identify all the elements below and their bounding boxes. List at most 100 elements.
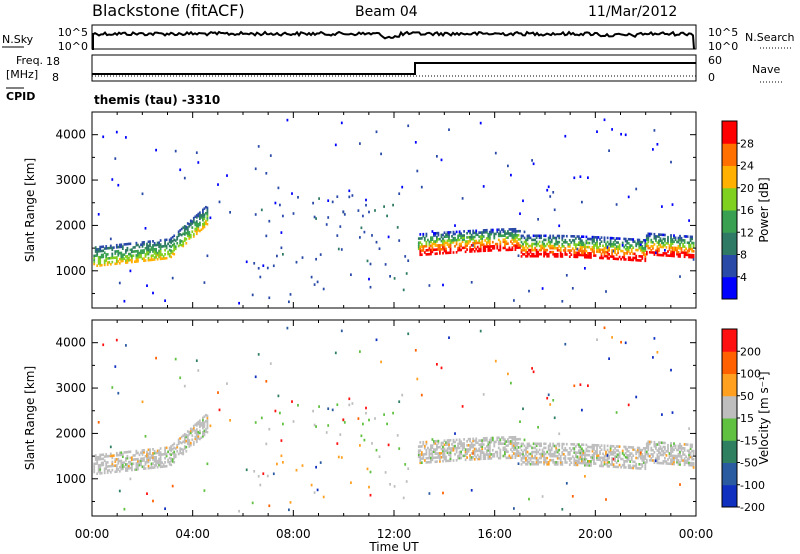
scatter-cell [682, 243, 684, 246]
scatter-cell [602, 244, 604, 248]
scatter-cell [155, 455, 157, 459]
scatter-cell [691, 464, 693, 467]
scatter-cell [442, 451, 444, 455]
scatter-cell [479, 241, 482, 245]
scatter-cell [683, 255, 686, 259]
scatter-cell [496, 228, 499, 232]
scatter-cell [677, 244, 680, 248]
scatter-cell [144, 455, 147, 458]
scatter-cell [174, 239, 177, 242]
colorbar-swatch [722, 329, 737, 352]
scatter-cell [593, 235, 595, 239]
scatter-cell [431, 452, 434, 456]
scatter-cell [585, 241, 588, 245]
scatter-cell [565, 442, 568, 446]
scatter-cell [532, 456, 535, 460]
scatter-cell [658, 451, 660, 455]
scatter-cell [493, 247, 496, 250]
scatter-cell [692, 250, 695, 253]
scatter-cell [479, 235, 482, 238]
scatter-cell [111, 468, 114, 472]
scatter-cell [516, 452, 518, 455]
scatter-cell [689, 253, 692, 257]
scatter-cell [525, 456, 527, 460]
scatter-cell [603, 462, 606, 466]
scatter-cell [485, 439, 488, 442]
scatter-cell [348, 189, 351, 193]
scatter-cell [423, 446, 426, 450]
scatter-cell [520, 452, 523, 456]
scatter-cell [531, 242, 533, 246]
scatter-cell [401, 185, 404, 189]
scatter-cell [582, 241, 585, 245]
scatter-cell [422, 234, 425, 238]
scatter-cell [578, 449, 580, 452]
scatter-cell [129, 450, 132, 454]
scatter-cell [137, 243, 139, 247]
scatter-cell [505, 232, 508, 235]
scatter-cell [645, 452, 648, 456]
scatter-cell [158, 253, 160, 257]
scatter-cell [431, 246, 434, 250]
scatter-cell [639, 451, 642, 455]
scatter-cell [671, 458, 674, 462]
scatter-cell [606, 236, 609, 240]
scatter-cell [571, 495, 574, 498]
scatter-cell [611, 336, 613, 339]
scatter-cell [618, 453, 621, 457]
scatter-cell [659, 447, 662, 451]
scatter-cell [581, 243, 583, 247]
colorbar-swatch [722, 395, 737, 419]
scatter-cell [594, 444, 597, 447]
scatter-cell [683, 453, 686, 456]
scatter-cell [170, 249, 173, 253]
scatter-cell [525, 242, 527, 246]
scatter-cell [559, 253, 562, 256]
scatter-cell [645, 238, 648, 242]
scatter-cell [199, 211, 201, 214]
scatter-cell [182, 448, 185, 452]
scatter-cell [457, 234, 459, 238]
scatter-cell [434, 232, 437, 235]
scatter-cell [511, 236, 514, 239]
scatter-cell [461, 238, 464, 241]
scatter-cell [195, 214, 198, 217]
scatter-cell [199, 421, 201, 424]
scatter-cell [544, 452, 547, 456]
scatter-cell [511, 238, 514, 241]
scatter-cell [596, 246, 598, 249]
scatter-cell [491, 438, 494, 442]
scatter-cell [443, 249, 446, 253]
scatter-cell [501, 436, 503, 439]
scatter-cell [401, 393, 404, 397]
scatter-cell [218, 200, 221, 204]
scatter-cell [507, 248, 509, 252]
scatter-cell [599, 456, 601, 460]
scatter-cell [466, 448, 468, 451]
scatter-cell [645, 446, 648, 450]
scatter-cell [168, 456, 171, 460]
scatter-cell [433, 440, 435, 443]
scatter-cell [535, 442, 538, 446]
scatter-cell [137, 459, 139, 463]
scatter-cell [125, 261, 127, 264]
scatter-cell [582, 461, 585, 465]
scatter-cell [665, 242, 668, 245]
scatter-cell [156, 243, 159, 247]
scatter-cell [143, 249, 145, 252]
scatter-cell [125, 243, 127, 246]
scatter-cell [670, 458, 672, 462]
scatter-cell [431, 236, 434, 239]
scatter-cell [141, 243, 144, 246]
scatter-cell [366, 259, 369, 263]
scatter-cell [396, 434, 399, 437]
scatter-cell [97, 213, 100, 216]
scatter-cell [626, 239, 629, 243]
scatter-cell [473, 235, 476, 239]
scatter-cell [132, 254, 135, 257]
scatter-cell [123, 465, 126, 468]
scatter-cell [552, 399, 555, 402]
scatter-cell [167, 458, 169, 462]
scatter-cell [531, 244, 533, 248]
scatter-cell [673, 448, 675, 452]
